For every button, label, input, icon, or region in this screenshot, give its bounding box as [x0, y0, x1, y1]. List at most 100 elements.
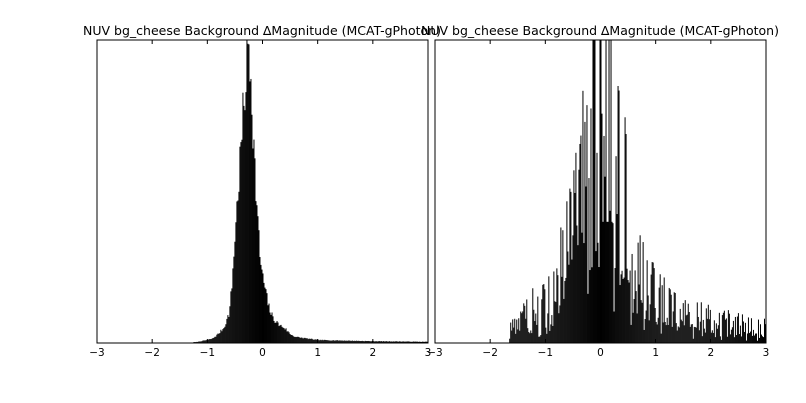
- histogram-bar: [251, 114, 253, 343]
- right-chart-title: NUV bg_cheese Background ∆Magnitude (MCA…: [421, 23, 779, 38]
- histogram-bar: [709, 309, 711, 343]
- histogram-bar: [311, 338, 313, 343]
- histogram-bar: [591, 267, 593, 343]
- histogram-bar: [690, 324, 692, 343]
- histogram-bar: [707, 304, 709, 343]
- histogram-bar: [205, 340, 207, 343]
- histogram-bar: [722, 312, 724, 343]
- histogram-bar: [640, 300, 642, 343]
- histogram-bar: [598, 267, 600, 343]
- histogram-bar: [574, 192, 576, 343]
- histogram-bar: [402, 341, 404, 343]
- histogram-bar: [326, 340, 328, 343]
- histogram-bar: [694, 327, 696, 343]
- histogram-bar: [416, 341, 418, 343]
- histogram-bar: [719, 336, 721, 343]
- histogram-bar: [407, 341, 409, 343]
- histogram-bar: [306, 338, 308, 343]
- histogram-bar: [669, 289, 671, 343]
- histogram-bar: [708, 319, 710, 343]
- histogram-bar: [343, 340, 345, 343]
- histogram-bar: [226, 318, 228, 343]
- histogram-bar: [733, 337, 735, 343]
- histogram-bar: [209, 339, 211, 343]
- histogram-bar: [716, 328, 718, 343]
- histogram-bar: [675, 323, 677, 343]
- histogram-bar: [381, 341, 383, 343]
- histogram-bar: [333, 340, 335, 343]
- histogram-bar: [631, 253, 633, 343]
- histogram-bar: [553, 271, 555, 343]
- histogram-bar: [758, 337, 760, 343]
- histogram-bar: [418, 341, 420, 343]
- histogram-bar: [717, 325, 719, 343]
- histogram-bar: [564, 281, 566, 343]
- histogram-bar: [617, 86, 619, 343]
- histogram-bar: [728, 313, 730, 343]
- histogram-bar: [275, 322, 277, 343]
- histogram-bar: [281, 326, 283, 343]
- histogram-bar: [334, 340, 336, 343]
- histogram-bar: [293, 336, 295, 343]
- histogram-bar: [741, 314, 743, 343]
- histogram-bar: [615, 156, 617, 343]
- histogram-bar: [571, 259, 573, 343]
- histogram-bar: [219, 333, 221, 343]
- histogram-bar: [562, 230, 564, 343]
- histogram-bar: [304, 337, 306, 343]
- histogram-bar: [540, 335, 542, 343]
- histogram-bar: [249, 81, 251, 344]
- histogram-bar: [284, 329, 286, 343]
- histogram-bar: [676, 330, 678, 343]
- histogram-bar: [422, 341, 424, 343]
- histogram-bar: [721, 315, 723, 343]
- histogram-bar: [261, 269, 263, 343]
- histogram-bar: [650, 274, 652, 343]
- histogram-bar: [513, 327, 515, 343]
- histogram-bar: [599, 40, 601, 343]
- histogram-bar: [202, 340, 204, 343]
- histogram-bar: [629, 270, 631, 343]
- histogram-bar: [375, 341, 377, 343]
- histogram-bar: [383, 341, 385, 343]
- histogram-bar: [735, 335, 737, 343]
- histogram-bar: [257, 216, 259, 343]
- histogram-bar: [406, 341, 408, 343]
- histogram-bar: [253, 139, 255, 343]
- histogram-bar: [763, 318, 765, 343]
- histogram-bar: [541, 299, 543, 343]
- histogram-bar: [314, 339, 316, 343]
- histogram-bar: [338, 340, 340, 343]
- histogram-bar: [308, 338, 310, 343]
- histogram-bar: [273, 320, 275, 343]
- histogram-bar: [673, 292, 675, 343]
- histogram-bar: [730, 329, 732, 343]
- histogram-bar: [687, 303, 689, 343]
- histogram-bar: [367, 340, 369, 343]
- left-histogram-bars: [193, 40, 428, 344]
- x-tick-label: 3: [763, 347, 770, 359]
- histogram-bar: [681, 321, 683, 343]
- histogram-bar: [542, 284, 544, 343]
- histogram-bar: [677, 326, 679, 343]
- histogram-bar: [756, 340, 758, 343]
- histogram-bar: [563, 298, 565, 343]
- histogram-bar: [225, 324, 227, 343]
- histogram-bar: [511, 330, 513, 343]
- histogram-bar: [565, 277, 567, 343]
- histogram-bar: [357, 340, 359, 343]
- histogram-bar: [679, 308, 681, 343]
- histogram-bar: [533, 309, 535, 343]
- histogram-bar: [235, 222, 237, 343]
- histogram-bar: [746, 333, 748, 343]
- histogram-bar: [274, 322, 276, 343]
- histogram-bar: [521, 313, 523, 343]
- histogram-bar: [672, 311, 674, 343]
- histogram-bar: [358, 340, 360, 343]
- histogram-bar: [518, 318, 520, 343]
- x-tick-label: 0: [597, 347, 604, 359]
- histogram-bar: [632, 312, 634, 343]
- histogram-bar: [668, 287, 670, 343]
- histogram-bar: [228, 316, 230, 343]
- histogram-bar: [537, 296, 539, 343]
